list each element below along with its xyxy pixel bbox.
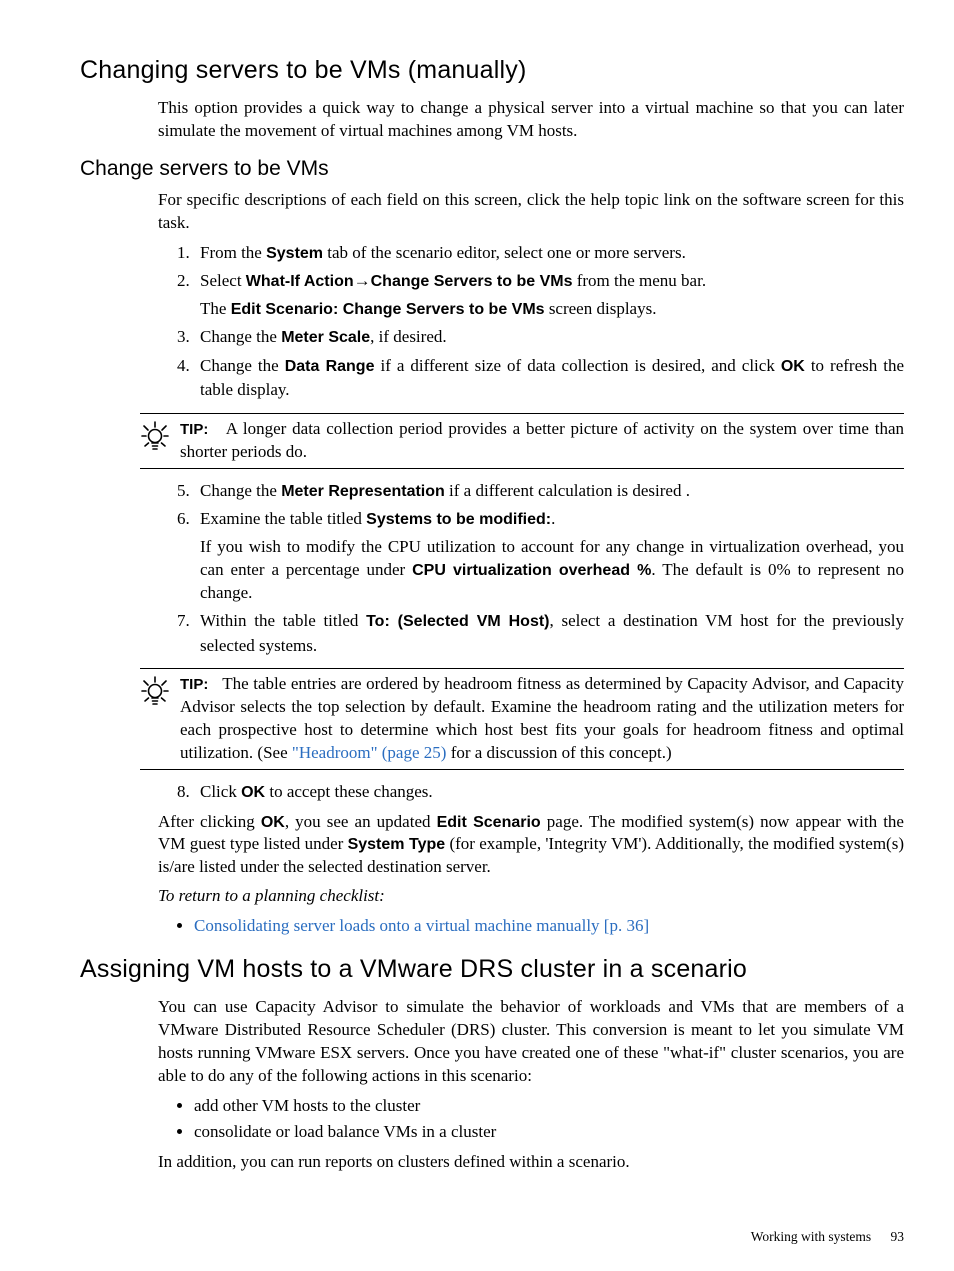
section-steps: For specific descriptions of each field … — [158, 189, 904, 403]
step-2-sub: The Edit Scenario: Change Servers to be … — [200, 298, 904, 321]
ordered-list-step-8: Click OK to accept these changes. — [158, 780, 904, 805]
return-link-item: Consolidating server loads onto a virtua… — [194, 914, 904, 939]
tip-rule-bottom-2 — [140, 769, 904, 770]
step-6: Examine the table titled Systems to be m… — [194, 507, 904, 604]
heading-changing-servers: Changing servers to be VMs (manually) — [80, 56, 904, 85]
bullet-add-hosts: add other VM hosts to the cluster — [194, 1094, 904, 1119]
ordered-list-steps: From the System tab of the scenario edit… — [158, 241, 904, 403]
step-5: Change the Meter Representation if a dif… — [194, 479, 904, 504]
tip-row: TIP: A longer data collection period pro… — [140, 418, 904, 464]
ordered-list-steps-cont: Change the Meter Representation if a dif… — [158, 479, 904, 658]
step-3: Change the Meter Scale, if desired. — [194, 325, 904, 350]
tip-rule-bottom — [140, 468, 904, 469]
tip-rule-top-2 — [140, 668, 904, 669]
step-6-sub: If you wish to modify the CPU utilizatio… — [200, 536, 904, 605]
section-steps-final: Click OK to accept these changes. After … — [158, 780, 904, 939]
consolidating-link[interactable]: Consolidating server loads onto a virtua… — [194, 916, 649, 935]
return-link-list: Consolidating server loads onto a virtua… — [158, 914, 904, 939]
intro-paragraph: This option provides a quick way to chan… — [158, 97, 904, 143]
step-8: Click OK to accept these changes. — [194, 780, 904, 805]
section-assigning: You can use Capacity Advisor to simulate… — [158, 996, 904, 1174]
lightbulb-icon — [140, 420, 174, 459]
tip-1-text: TIP: A longer data collection period pro… — [180, 418, 904, 464]
paragraph-assigning: You can use Capacity Advisor to simulate… — [158, 996, 904, 1088]
page-number: 93 — [891, 1229, 905, 1244]
tip-row-2: TIP: The table entries are ordered by he… — [140, 673, 904, 765]
heading-assigning-vm-hosts: Assigning VM hosts to a VMware DRS clust… — [80, 955, 904, 984]
heading-change-servers: Change servers to be VMs — [80, 157, 904, 181]
tip-2-text: TIP: The table entries are ordered by he… — [180, 673, 904, 765]
section-steps-continued: Change the Meter Representation if a dif… — [158, 479, 904, 658]
after-clicking-paragraph: After clicking OK, you see an updated Ed… — [158, 811, 904, 880]
headroom-link[interactable]: "Headroom" (page 25) — [292, 743, 447, 762]
page: Changing servers to be VMs (manually) Th… — [0, 0, 954, 1271]
lightbulb-icon — [140, 675, 174, 714]
step-7: Within the table titled To: (Selected VM… — [194, 609, 904, 658]
step-4: Change the Data Range if a different siz… — [194, 354, 904, 403]
bullet-consolidate: consolidate or load balance VMs in a clu… — [194, 1120, 904, 1145]
paragraph-addition: In addition, you can run reports on clus… — [158, 1151, 904, 1174]
step-1: From the System tab of the scenario edit… — [194, 241, 904, 266]
footer-text: Working with systems — [751, 1229, 871, 1244]
paragraph-specific: For specific descriptions of each field … — [158, 189, 904, 235]
section-intro: This option provides a quick way to chan… — [158, 97, 904, 143]
tip-rule-top — [140, 413, 904, 414]
page-footer: Working with systems 93 — [751, 1229, 904, 1245]
return-checklist-text: To return to a planning checklist: — [158, 885, 904, 908]
tip-block-1: TIP: A longer data collection period pro… — [140, 413, 904, 469]
assigning-bullet-list: add other VM hosts to the cluster consol… — [158, 1094, 904, 1145]
step-2: Select What-If Action→Change Servers to … — [194, 269, 904, 321]
tip-block-2: TIP: The table entries are ordered by he… — [140, 668, 904, 770]
